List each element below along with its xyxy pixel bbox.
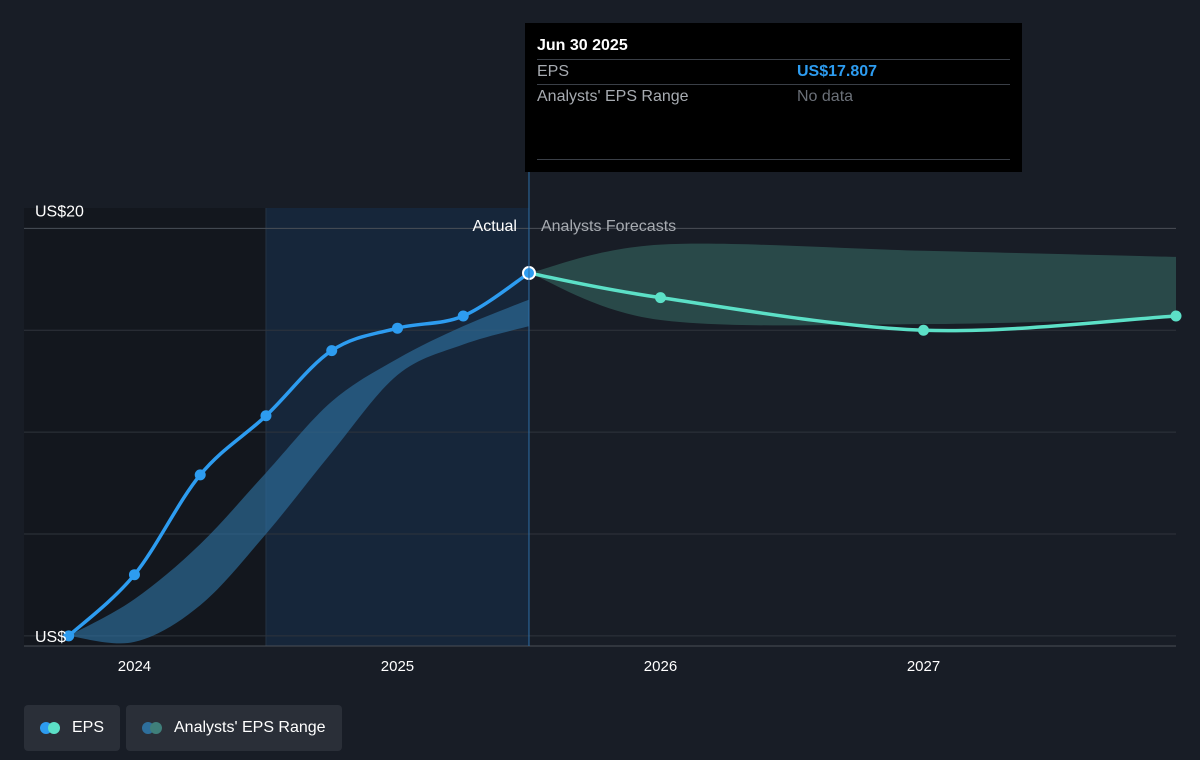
eps-range-band (68, 299, 529, 644)
tooltip-date: Jun 30 2025 (537, 37, 628, 54)
tooltip-range-label: Analysts' EPS Range (537, 88, 689, 105)
tooltip-eps-label: EPS (537, 63, 570, 80)
tooltip-row-eps: EPS US$17.807 (537, 59, 1010, 85)
highlight-band (265, 208, 529, 646)
tooltip-eps-value: US$17.807 (797, 63, 878, 80)
forecast-label: Analysts Forecasts (541, 218, 676, 235)
eps-chart: US$20 US$ Actual Analysts Forecasts 2024… (24, 172, 1182, 675)
eps-range-band (528, 243, 1176, 326)
eps-point (128, 569, 140, 581)
y-axis-label-bottom: US$ (35, 629, 66, 646)
x-tick-label: 2027 (907, 658, 940, 675)
eps-point (326, 345, 338, 357)
eps-forecast-point (918, 324, 930, 336)
actual-label: Actual (473, 218, 517, 235)
eps-point (260, 410, 272, 422)
x-tick-label: 2025 (381, 658, 414, 675)
eps-point (457, 310, 469, 322)
eps-point (63, 630, 75, 642)
eps-forecast-point (1170, 310, 1182, 322)
legend-label-eps-range: Analysts' EPS Range (174, 719, 326, 736)
legend-label-eps: EPS (71, 719, 104, 736)
y-axis-label-top: US$20 (35, 203, 84, 220)
tooltip-divider (537, 159, 1010, 160)
series-lines (66, 271, 1178, 638)
eps-forecast-line (527, 271, 1178, 333)
eps-point (391, 322, 403, 334)
tooltip-row-range: Analysts' EPS Range No data (537, 84, 1010, 110)
legend-item-eps[interactable]: EPS (24, 705, 120, 751)
eps-forecast-point (654, 292, 666, 304)
range-bands (68, 243, 1176, 644)
x-tick-label: 2026 (644, 658, 677, 675)
range-swatch-icon (142, 722, 164, 734)
hover-tooltip: Jun 30 2025 EPS US$17.807 Analysts' EPS … (525, 23, 1022, 172)
tooltip-range-value: No data (797, 88, 854, 105)
legend-item-eps-range[interactable]: Analysts' EPS Range (126, 705, 342, 751)
eps-point (194, 469, 206, 481)
x-tick-label: 2024 (118, 658, 151, 675)
eps-swatch-icon (40, 722, 62, 734)
x-axis-ticks: 2024 2025 2026 2027 (118, 658, 940, 675)
eps-line (66, 271, 531, 638)
